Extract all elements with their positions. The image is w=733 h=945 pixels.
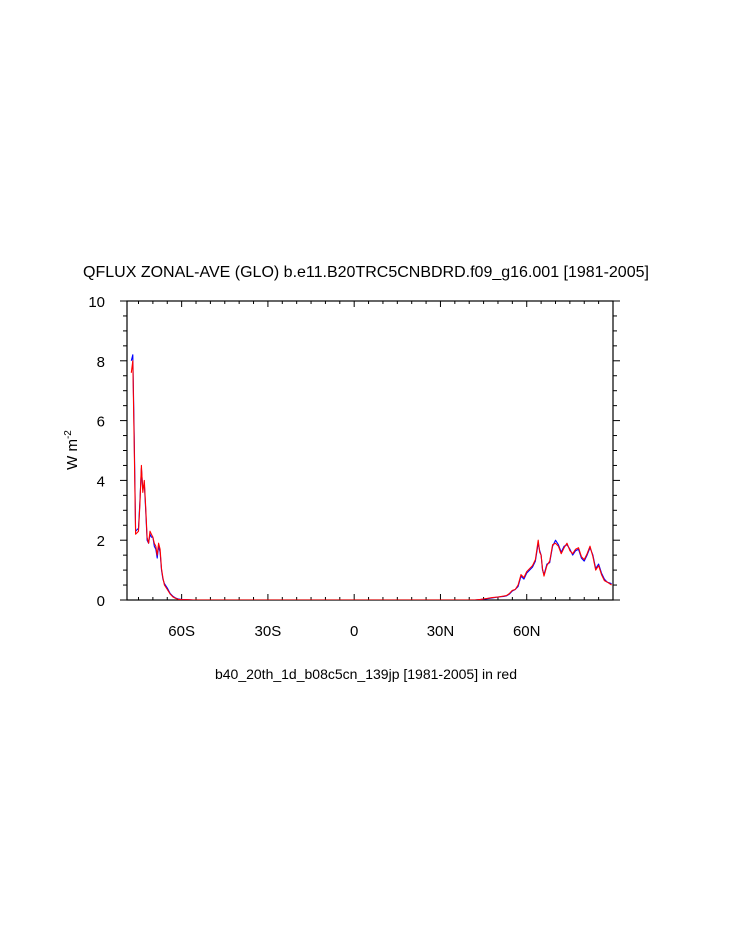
chart-title: QFLUX ZONAL-AVE (GLO) b.e11.B20TRC5CNBDR… bbox=[83, 264, 649, 281]
x-tick-label: 30N bbox=[427, 623, 455, 640]
y-tick-label: 10 bbox=[88, 294, 105, 311]
x-tick-label: 0 bbox=[350, 623, 358, 640]
x-tick-label: 60N bbox=[513, 623, 541, 640]
y-tick-label: 0 bbox=[97, 593, 105, 610]
y-tick-label: 8 bbox=[97, 354, 105, 371]
plot-lines bbox=[130, 354, 612, 600]
axis-tick-labels: 60S 30S 0 30N 60N 0 2 4 6 8 10 bbox=[88, 294, 540, 640]
series-red-line bbox=[130, 360, 612, 600]
y-tick-label: 2 bbox=[97, 533, 105, 550]
series-blue-line bbox=[130, 354, 612, 600]
plot-area-frame bbox=[126, 300, 614, 601]
x-tick-label: 60S bbox=[168, 623, 195, 640]
x-axis-label: b40_20th_1d_b08c5cn_139jp [1981-2005] in… bbox=[215, 666, 517, 682]
x-tick-label: 30S bbox=[255, 623, 282, 640]
y-axis-label-base: W m bbox=[64, 439, 81, 470]
y-tick-label: 6 bbox=[97, 414, 105, 431]
y-axis-label-exponent: -2 bbox=[63, 430, 74, 439]
y-tick-label: 4 bbox=[97, 473, 105, 490]
y-axis-label: W m-2 bbox=[63, 430, 81, 470]
axis-ticks bbox=[120, 300, 620, 601]
